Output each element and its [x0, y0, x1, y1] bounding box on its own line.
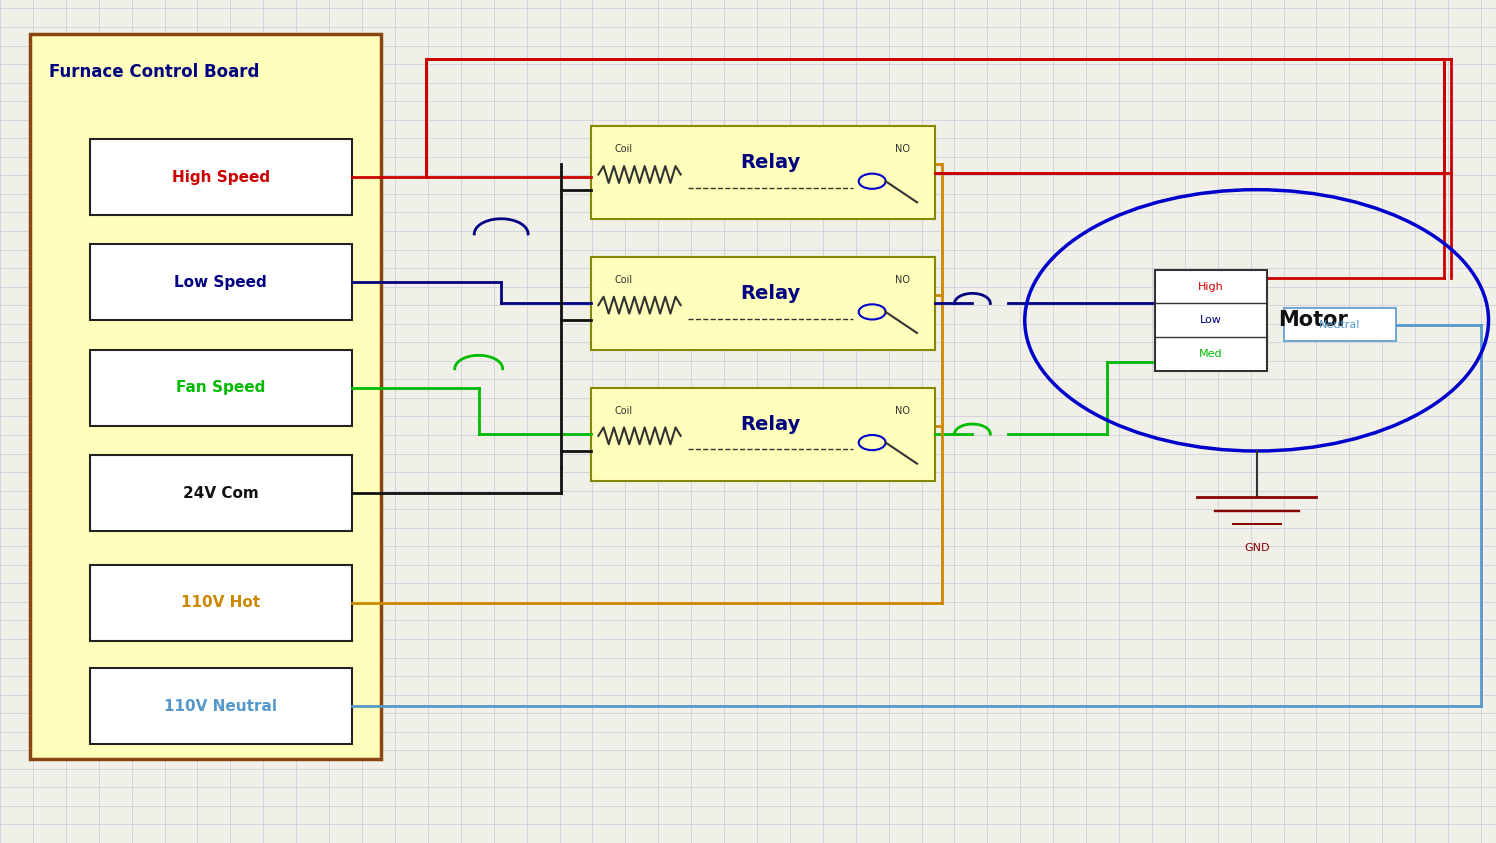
Text: Med: Med: [1200, 349, 1222, 359]
Text: Fan Speed: Fan Speed: [177, 380, 265, 395]
Text: GND: GND: [1243, 543, 1270, 553]
Text: NO: NO: [895, 144, 910, 154]
Text: 110V Hot: 110V Hot: [181, 595, 260, 610]
Text: 110V Neutral: 110V Neutral: [165, 699, 277, 714]
FancyBboxPatch shape: [90, 139, 352, 215]
Text: Motor: Motor: [1279, 310, 1348, 330]
Text: Coil: Coil: [615, 275, 633, 285]
FancyBboxPatch shape: [90, 565, 352, 641]
Text: High: High: [1198, 282, 1224, 292]
FancyBboxPatch shape: [30, 34, 381, 759]
FancyBboxPatch shape: [90, 350, 352, 426]
Text: Relay: Relay: [741, 153, 800, 172]
FancyBboxPatch shape: [591, 388, 935, 481]
Text: 24V Com: 24V Com: [183, 486, 259, 501]
Text: Neutral: Neutral: [1319, 319, 1360, 330]
FancyBboxPatch shape: [90, 668, 352, 744]
Text: High Speed: High Speed: [172, 169, 269, 185]
FancyBboxPatch shape: [591, 126, 935, 219]
FancyBboxPatch shape: [90, 244, 352, 320]
Text: Furnace Control Board: Furnace Control Board: [49, 62, 260, 81]
Text: Relay: Relay: [741, 415, 800, 433]
Text: Coil: Coil: [615, 405, 633, 416]
Text: Coil: Coil: [615, 144, 633, 154]
Text: Low: Low: [1200, 315, 1222, 325]
Text: Low Speed: Low Speed: [175, 275, 266, 290]
FancyBboxPatch shape: [591, 257, 935, 350]
Text: NO: NO: [895, 275, 910, 285]
Text: Relay: Relay: [741, 284, 800, 303]
FancyBboxPatch shape: [1155, 270, 1267, 371]
FancyBboxPatch shape: [90, 455, 352, 531]
FancyBboxPatch shape: [1284, 308, 1396, 341]
Text: NO: NO: [895, 405, 910, 416]
